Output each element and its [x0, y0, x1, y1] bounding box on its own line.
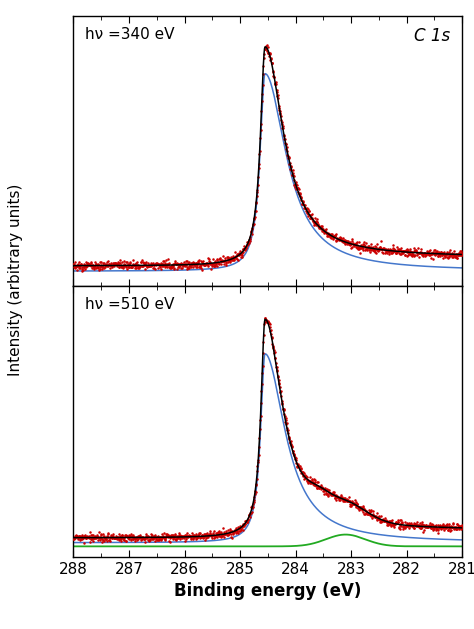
Text: Intensity (arbitrary units): Intensity (arbitrary units) — [8, 184, 23, 376]
Text: C 1s: C 1s — [414, 26, 450, 45]
X-axis label: Binding energy (eV): Binding energy (eV) — [174, 582, 362, 600]
Text: hν =340 eV: hν =340 eV — [85, 26, 174, 42]
Text: hν =510 eV: hν =510 eV — [85, 297, 174, 312]
